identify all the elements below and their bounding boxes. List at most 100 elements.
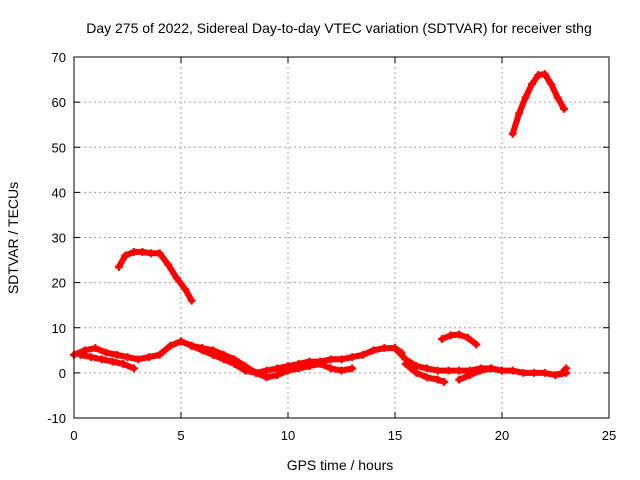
y-tick-label: -10 xyxy=(47,411,66,426)
data-point xyxy=(91,344,100,353)
data-point xyxy=(97,355,106,364)
series-track-2 xyxy=(76,350,138,373)
x-axis-label: GPS time / hours xyxy=(287,457,394,473)
data-point xyxy=(438,335,447,344)
data-point xyxy=(209,346,218,355)
data-point xyxy=(177,337,185,346)
data-point xyxy=(369,346,378,355)
data-point xyxy=(241,362,250,371)
y-tick-label: 0 xyxy=(59,366,66,381)
series-track-9 xyxy=(438,330,481,349)
y-tick-label: 10 xyxy=(52,321,66,336)
data-point xyxy=(358,350,367,359)
data-point xyxy=(187,341,196,350)
x-tick-label: 5 xyxy=(177,428,184,443)
data-point xyxy=(455,366,464,375)
data-point xyxy=(380,344,389,353)
data-point xyxy=(337,355,346,364)
data-point xyxy=(560,104,569,113)
series-line xyxy=(188,342,356,381)
data-point xyxy=(76,350,85,359)
data-point xyxy=(326,355,335,364)
data-point xyxy=(423,364,432,373)
data-point xyxy=(412,368,421,377)
data-point xyxy=(262,366,271,375)
data-point xyxy=(144,353,153,362)
data-point xyxy=(112,350,121,359)
data-point xyxy=(476,366,485,375)
data-point xyxy=(108,357,117,366)
data-point xyxy=(391,344,399,353)
data-point xyxy=(348,364,357,373)
data-point xyxy=(508,129,517,138)
data-point xyxy=(273,371,282,380)
series-line xyxy=(115,248,195,304)
data-point xyxy=(134,355,143,364)
data-point xyxy=(119,359,128,368)
data-point xyxy=(348,353,357,362)
data-point xyxy=(284,366,292,375)
series-track-10 xyxy=(508,70,569,138)
axis-ticks: 0 5 10 15 20 25 -10 0 10 20 30 40 50 60 70 xyxy=(47,50,616,443)
data-point xyxy=(463,333,472,342)
data-point xyxy=(455,375,464,384)
x-tick-label: 25 xyxy=(602,428,616,443)
data-point xyxy=(412,362,421,371)
data-point xyxy=(129,364,138,373)
x-tick-label: 15 xyxy=(388,428,402,443)
data-point xyxy=(219,350,228,359)
data-point xyxy=(123,353,132,362)
series-track-7 xyxy=(551,364,571,380)
data-point xyxy=(316,359,325,368)
data-point xyxy=(155,350,164,359)
data-point xyxy=(508,366,517,375)
data-point xyxy=(433,375,442,384)
data-point xyxy=(562,364,571,373)
data-point xyxy=(551,371,560,380)
data-point xyxy=(498,366,506,375)
data-point xyxy=(521,93,530,102)
data-point xyxy=(129,247,138,256)
data-point xyxy=(423,373,432,382)
data-point xyxy=(172,274,181,283)
data-point xyxy=(187,296,196,305)
data-point xyxy=(102,348,111,357)
data-point xyxy=(444,366,453,375)
data-point xyxy=(540,70,549,79)
y-tick-label: 30 xyxy=(52,231,66,246)
x-tick-label: 20 xyxy=(495,428,509,443)
y-axis-label: SDTVAR / TECUs xyxy=(5,182,21,294)
data-point xyxy=(164,260,173,269)
data-point xyxy=(553,93,562,102)
data-point xyxy=(147,249,156,258)
y-tick-label: 60 xyxy=(52,95,66,110)
y-tick-label: 70 xyxy=(52,50,66,65)
data-point xyxy=(262,373,271,382)
data-point xyxy=(515,109,524,118)
series-track-5 xyxy=(401,359,449,386)
data-point xyxy=(230,355,239,364)
data-point xyxy=(114,262,123,271)
grid-lines xyxy=(74,57,609,418)
data-point xyxy=(198,344,207,353)
data-point xyxy=(547,80,556,89)
data-point xyxy=(401,359,410,368)
series-track-6 xyxy=(455,364,506,384)
data-point xyxy=(155,249,164,258)
data-point xyxy=(465,371,474,380)
x-tick-label: 10 xyxy=(281,428,295,443)
data-point xyxy=(540,368,549,377)
data-point xyxy=(138,247,147,256)
data-point xyxy=(455,330,464,339)
data-point xyxy=(326,364,335,373)
data-point xyxy=(87,353,96,362)
data-point xyxy=(273,364,282,373)
data-marks xyxy=(70,70,571,386)
data-point xyxy=(440,377,449,386)
data-point xyxy=(181,285,190,294)
series-track-8 xyxy=(114,247,196,305)
data-point xyxy=(527,80,536,89)
data-point xyxy=(446,331,455,340)
x-tick-label: 0 xyxy=(70,428,77,443)
